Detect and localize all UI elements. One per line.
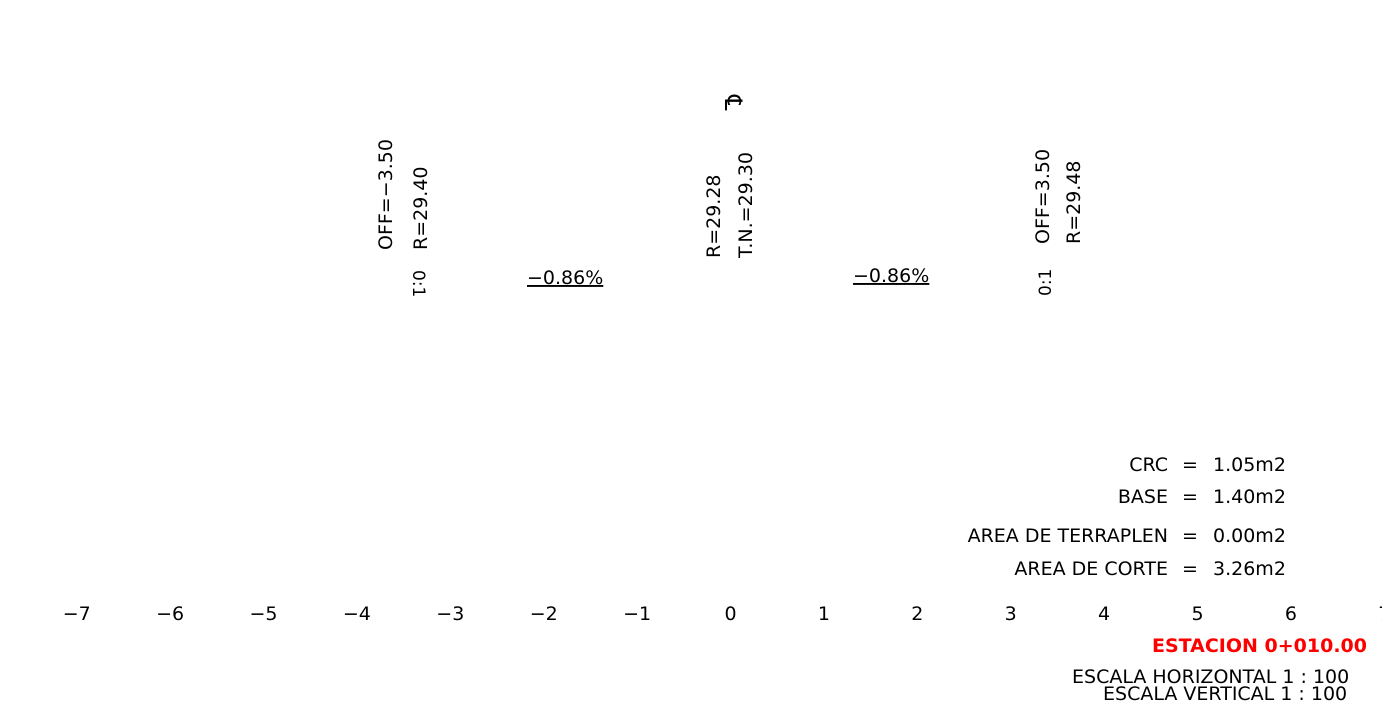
x-axis-tick-label: 4 bbox=[1098, 603, 1110, 625]
area-value-crc: 1.05m2 bbox=[1213, 454, 1286, 476]
centerline-symbol: ℄ bbox=[719, 94, 747, 111]
area-equals-crc: = bbox=[1182, 454, 1198, 476]
x-axis-tick-label: 5 bbox=[1191, 603, 1203, 625]
station-label: ESTACION 0+010.00 bbox=[1152, 635, 1367, 657]
area-table: CRC = 1.05m2 BASE = 1.40m2 AREA DE TERRA… bbox=[968, 454, 1286, 580]
left-side-ratio: 0:1 bbox=[408, 270, 428, 297]
area-value-terraplen: 0.00m2 bbox=[1213, 525, 1286, 547]
area-equals-terraplen: = bbox=[1182, 525, 1198, 547]
area-value-corte: 3.26m2 bbox=[1213, 558, 1286, 580]
x-axis-tick-label: 1 bbox=[818, 603, 830, 625]
x-axis-tick-label: −1 bbox=[623, 603, 651, 625]
x-axis-tick-label: −2 bbox=[530, 603, 558, 625]
right-offset-label: OFF=3.50 bbox=[1032, 149, 1054, 244]
x-axis-labels: −7 −6 −5 −4 −3 −2 −1 0 1 2 3 4 5 6 7 bbox=[63, 603, 1382, 625]
x-axis-tick-label: 2 bbox=[911, 603, 923, 625]
x-axis-tick-label: −4 bbox=[343, 603, 371, 625]
x-axis-tick-label: −5 bbox=[249, 603, 277, 625]
area-value-base: 1.40m2 bbox=[1213, 486, 1286, 508]
area-label-base: BASE bbox=[1118, 486, 1168, 508]
slope-right-label: −0.86% bbox=[853, 265, 929, 287]
slope-left-label: −0.86% bbox=[527, 267, 603, 289]
center-ground-label: T.N.=29.30 bbox=[735, 152, 757, 259]
left-offset-label: OFF=−3.50 bbox=[375, 139, 397, 250]
vertical-scale-label: ESCALA VERTICAL 1 : 100 bbox=[1103, 683, 1347, 702]
right-side-ratio: 0:1 bbox=[1036, 269, 1056, 296]
area-label-crc: CRC bbox=[1129, 454, 1168, 476]
right-elevation-label: R=29.48 bbox=[1063, 160, 1085, 244]
x-axis-tick-label: 7 bbox=[1378, 603, 1382, 625]
x-axis-tick-label: 0 bbox=[724, 603, 736, 625]
area-equals-base: = bbox=[1182, 486, 1198, 508]
x-axis-tick-label: 3 bbox=[1005, 603, 1017, 625]
x-axis-tick-label: −3 bbox=[436, 603, 464, 625]
area-equals-corte: = bbox=[1182, 558, 1198, 580]
area-label-terraplen: AREA DE TERRAPLEN bbox=[968, 525, 1168, 547]
x-axis-tick-label: 6 bbox=[1285, 603, 1297, 625]
x-axis-tick-label: −7 bbox=[63, 603, 91, 625]
x-axis-tick-label: −6 bbox=[156, 603, 184, 625]
center-elevation-label: R=29.28 bbox=[703, 174, 725, 258]
left-elevation-label: R=29.40 bbox=[410, 166, 432, 250]
horizontal-scale-label: ESCALA HORIZONTAL 1 : 100 bbox=[1072, 666, 1349, 688]
area-label-corte: AREA DE CORTE bbox=[1014, 558, 1168, 580]
